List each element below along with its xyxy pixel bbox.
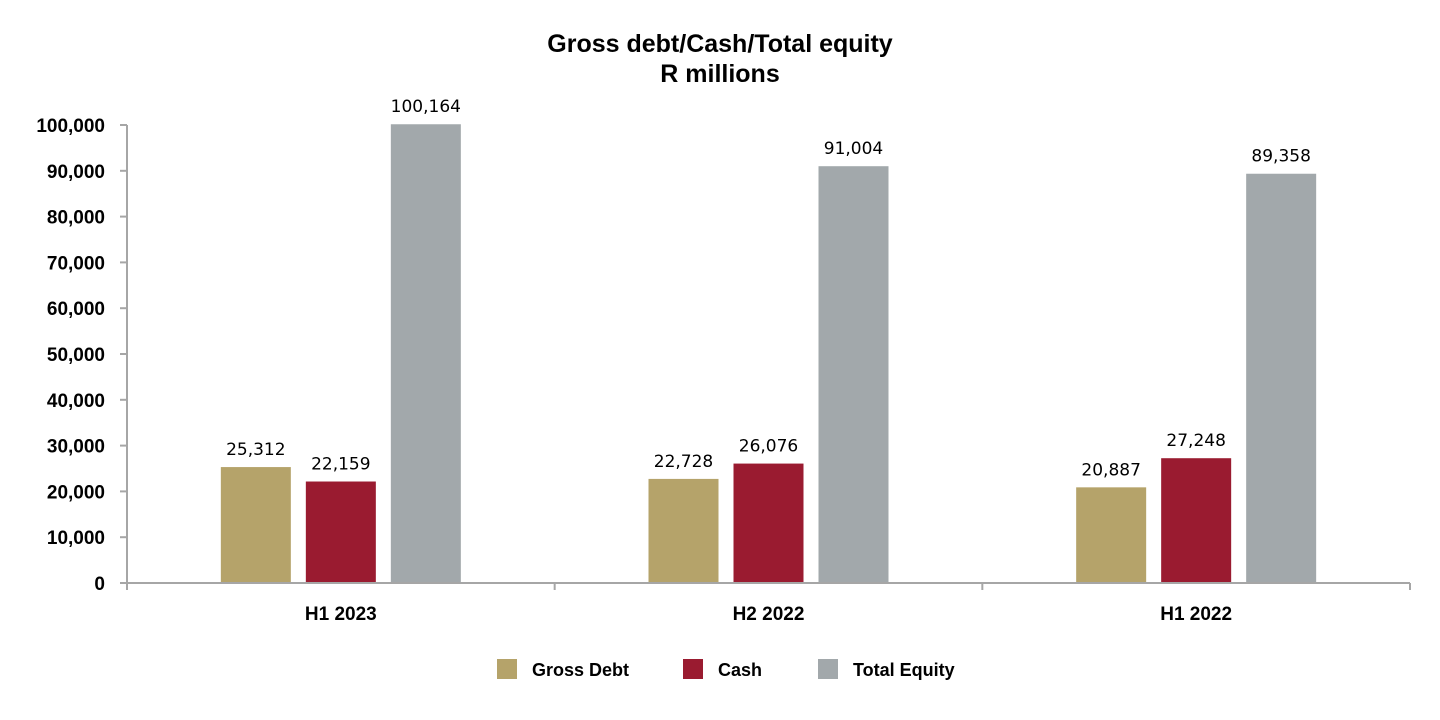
data-label: 20,887 xyxy=(1081,460,1140,480)
legend-swatch xyxy=(497,659,517,679)
data-labels: 25,312 22,159 100,164 22,728 26,076 91,004 20,… xyxy=(226,97,1311,480)
bar-total-equity xyxy=(390,124,461,584)
data-label: 26,076 xyxy=(739,437,798,457)
x-tick-label: H1 2023 xyxy=(305,604,377,625)
legend-item: Cash xyxy=(683,659,762,680)
data-label: 25,312 xyxy=(226,440,285,460)
y-tick-label: 70,000 xyxy=(47,253,105,274)
bar-gross-debt xyxy=(220,467,291,583)
data-label: 22,728 xyxy=(654,452,713,472)
y-tick-label: 60,000 xyxy=(47,299,105,320)
y-tick-label: 100,000 xyxy=(36,116,105,137)
legend: Gross Debt Cash Total Equity xyxy=(497,659,955,680)
y-tick-label: 0 xyxy=(94,574,105,595)
bar-total-equity xyxy=(818,166,889,584)
legend-label: Total Equity xyxy=(853,660,955,680)
bar-cash xyxy=(305,481,376,583)
x-tick-label: H2 2022 xyxy=(733,604,805,625)
legend-swatch xyxy=(683,659,703,679)
y-tick-label: 20,000 xyxy=(47,482,105,503)
legend-label: Gross Debt xyxy=(532,660,629,680)
x-tick-label: H1 2022 xyxy=(1160,604,1232,625)
y-tick-label: 10,000 xyxy=(47,528,105,549)
legend-swatch xyxy=(818,659,838,679)
y-tick-label: 80,000 xyxy=(47,208,105,229)
y-tick-label: 50,000 xyxy=(47,345,105,366)
bar-total-equity xyxy=(1246,173,1317,583)
data-label: 27,248 xyxy=(1166,431,1225,451)
data-label: 91,004 xyxy=(824,139,883,159)
y-axis: 0 10,000 20,000 30,000 40,000 50,000 60,000 70,… xyxy=(36,116,128,595)
y-tick-label: 30,000 xyxy=(47,437,105,458)
bar-cash xyxy=(733,463,804,583)
data-label: 100,164 xyxy=(391,97,461,117)
legend-label: Cash xyxy=(718,660,762,680)
legend-item: Gross Debt xyxy=(497,659,629,680)
chart-subtitle: R millions xyxy=(660,60,779,88)
data-label: 89,358 xyxy=(1251,147,1310,167)
data-label: 22,159 xyxy=(311,455,370,475)
bar-gross-debt xyxy=(648,478,719,583)
bars xyxy=(220,124,1317,584)
y-tick-label: 90,000 xyxy=(47,162,105,183)
chart-title: Gross debt/Cash/Total equity xyxy=(547,30,893,58)
bar-gross-debt xyxy=(1076,487,1147,583)
y-tick-label: 40,000 xyxy=(47,391,105,412)
legend-item: Total Equity xyxy=(818,659,955,680)
x-axis: H1 2023 H2 2022 H1 2022 xyxy=(126,582,1411,625)
bar-cash xyxy=(1161,458,1232,583)
